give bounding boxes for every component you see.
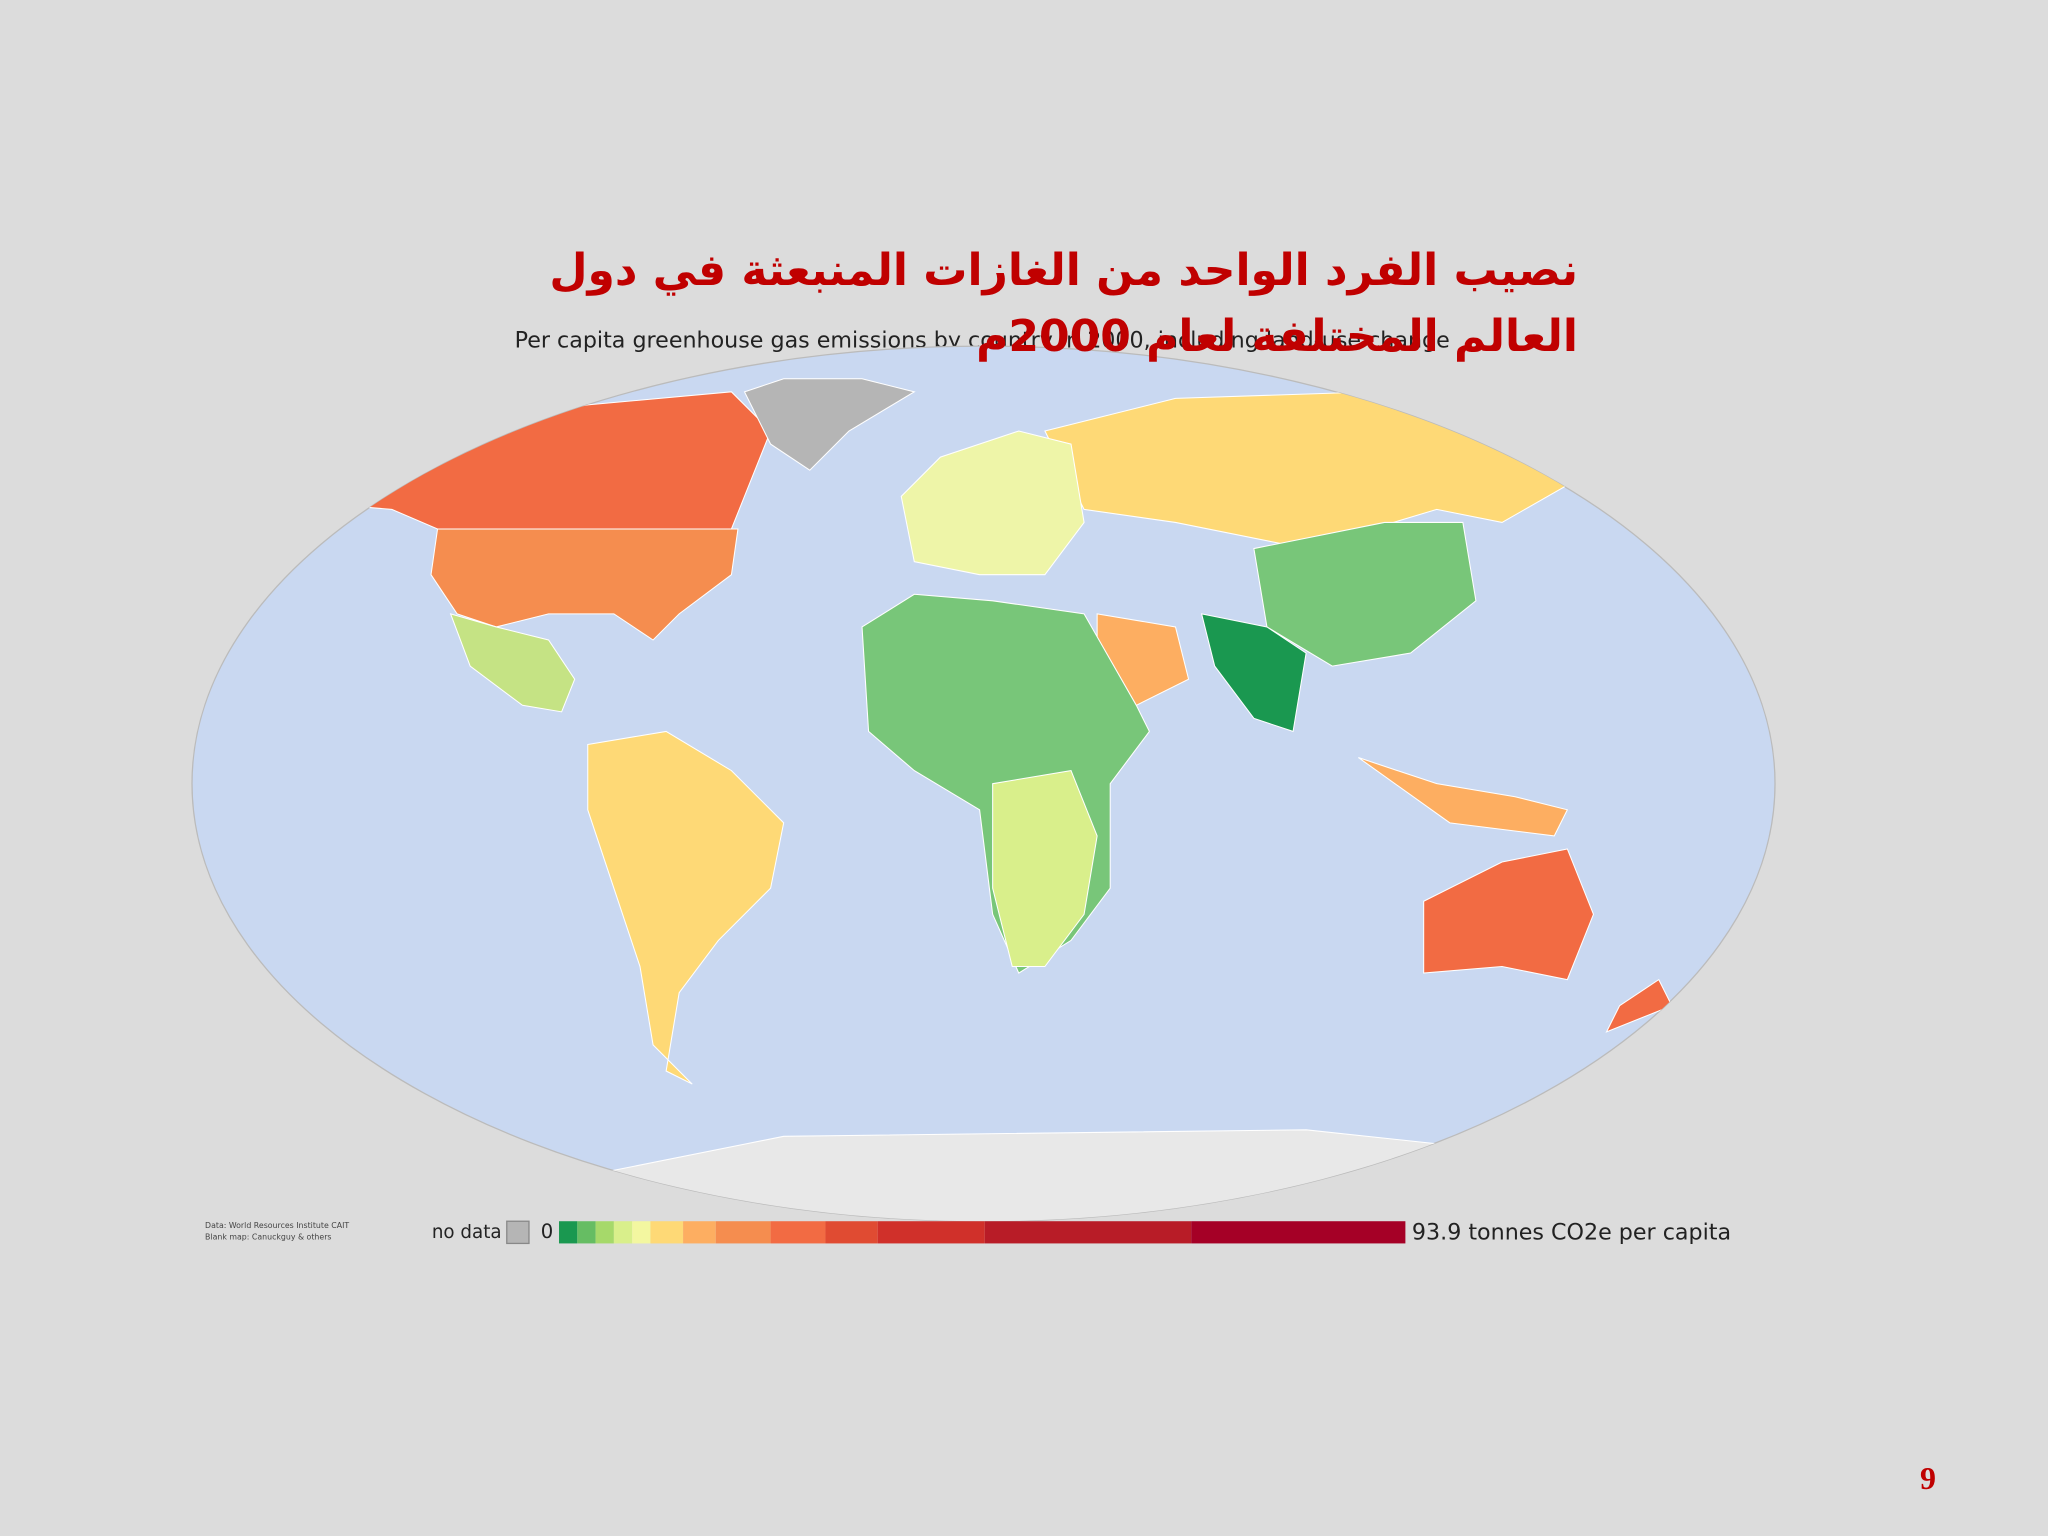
title-line: نصيب الفرد الواحد من الغازات المنبعثة في… — [549, 245, 1578, 296]
legend-min: 0 — [541, 1220, 553, 1243]
scale-step — [715, 1221, 771, 1244]
legend-no-data: no data — [432, 1222, 502, 1243]
scale-step — [577, 1221, 596, 1244]
australia — [1423, 848, 1595, 981]
canada — [312, 391, 772, 530]
scale-step — [613, 1221, 633, 1244]
usa — [430, 528, 739, 641]
page-number: 9 — [1920, 1460, 1936, 1496]
slide-title: نصيب الفرد الواحد من الغازات المنبعثة في… — [379, 238, 1578, 370]
source-data: Data: World Resources Institute CAIT — [205, 1221, 349, 1230]
china — [1253, 521, 1477, 667]
scale-step — [632, 1221, 651, 1244]
scale-step — [877, 1221, 985, 1244]
scale-step — [1191, 1221, 1406, 1244]
europe — [900, 430, 1085, 576]
central-america — [449, 613, 576, 713]
greenland — [743, 378, 916, 471]
scale-step — [683, 1221, 716, 1244]
color-scale — [559, 1221, 1406, 1244]
scale-step — [770, 1221, 826, 1244]
scale-step — [650, 1221, 684, 1244]
southeast-asia — [1358, 757, 1569, 837]
scale-step — [559, 1221, 578, 1244]
title-line: العالم المختلفة لعام 2000م — [976, 311, 1578, 362]
scale-step — [984, 1221, 1192, 1244]
south-america — [587, 730, 785, 1085]
legend-max: 93.9 tonnes CO2e per capita — [1412, 1220, 1731, 1246]
scale-step — [825, 1221, 878, 1244]
south-asia — [1200, 613, 1307, 733]
legend-no-data-swatch — [506, 1220, 530, 1245]
scale-step — [595, 1221, 614, 1244]
source-blank-map: Blank map: Canuckguy & others — [205, 1233, 331, 1242]
southern-africa — [992, 770, 1098, 968]
